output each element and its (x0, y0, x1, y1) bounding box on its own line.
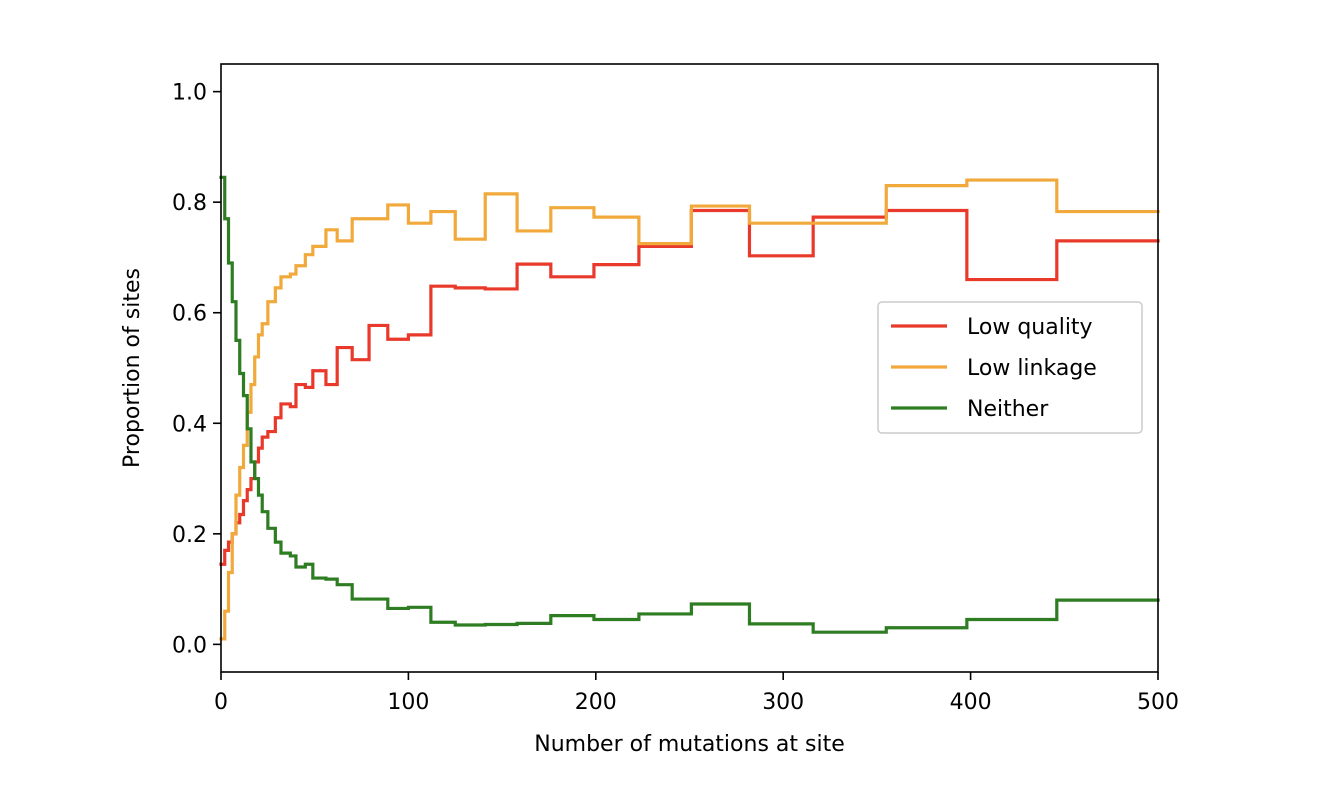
y-tick-label: 0.2 (172, 523, 207, 548)
y-tick-label: 0.6 (172, 302, 207, 327)
x-tick-label: 500 (1137, 690, 1179, 715)
x-tick-label: 0 (214, 690, 228, 715)
legend-label: Low linkage (967, 356, 1097, 381)
x-tick-label: 400 (950, 690, 992, 715)
legend-box (877, 301, 1143, 434)
y-axis: 0.0 0.2 0.4 0.6 0.8 1.0 (172, 81, 221, 658)
series-line-neither (219, 175, 1160, 634)
legend-label: Low quality (967, 315, 1093, 340)
x-tick-label: 300 (762, 690, 804, 715)
y-tick-label: 0.4 (172, 412, 207, 437)
plot-frame (220, 63, 1159, 673)
y-tick-label: 0.8 (172, 191, 207, 216)
y-tick-label: 0.0 (172, 633, 207, 658)
y-axis-label: Proportion of sites (120, 268, 145, 468)
legend-label: Neither (967, 397, 1049, 422)
x-axis: 0 100 200 300 400 500 (214, 672, 1179, 715)
series-line-low-quality (219, 208, 1160, 566)
series-line-low-linkage (219, 178, 1160, 641)
x-tick-label: 200 (575, 690, 617, 715)
legend: Low quality Low linkage Neither (877, 301, 1143, 434)
x-axis-label: Number of mutations at site (534, 732, 844, 757)
y-tick-label: 1.0 (172, 81, 207, 106)
series-layer (219, 175, 1160, 641)
x-tick-label: 100 (387, 690, 429, 715)
